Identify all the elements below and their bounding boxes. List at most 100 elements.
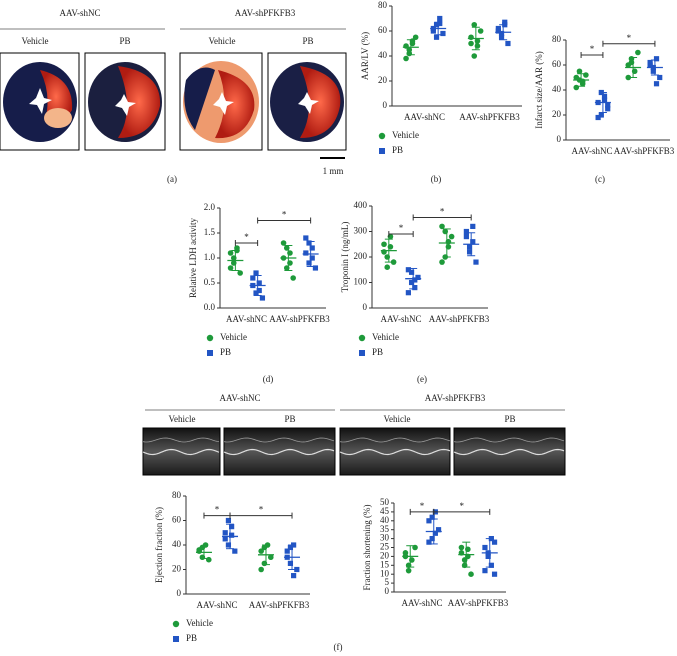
legend-marker [173, 636, 179, 642]
data-point [291, 573, 297, 579]
group-title: AAV-shNC [59, 8, 100, 18]
data-point [468, 40, 474, 47]
image-label: PB [284, 414, 295, 424]
data-point [458, 544, 465, 551]
y-tick-label: 0 [383, 100, 388, 110]
panel-f-images: AAV-shNC Vehicle PB AAV-shPFKFB3 Vehicle… [142, 393, 566, 476]
data-point [259, 295, 266, 301]
data-point [405, 567, 412, 574]
data-point [429, 536, 435, 542]
y-tick-label: 1.5 [204, 227, 216, 237]
y-axis-label: Ejection fraction (%) [154, 507, 164, 583]
echo-trace [453, 448, 565, 456]
data-point [303, 235, 309, 241]
data-point [650, 68, 656, 74]
data-point [258, 566, 264, 573]
data-point [653, 81, 660, 87]
data-point [601, 93, 608, 99]
y-tick-label: 20 [172, 564, 182, 574]
data-point [466, 249, 473, 255]
group-title: AAV-shPFKFB3 [425, 393, 486, 403]
data-point [227, 250, 234, 256]
data-point [405, 267, 411, 273]
data-point [647, 59, 653, 66]
data-point [381, 249, 387, 255]
significance-label: * [440, 207, 445, 217]
y-tick-label: 40 [378, 50, 388, 60]
data-point [381, 241, 387, 248]
data-point [502, 19, 508, 25]
significance-label: * [627, 33, 632, 43]
y-tick-label: 300 [354, 226, 368, 236]
data-point [468, 571, 474, 577]
panel-label: (e) [417, 374, 427, 384]
data-point [256, 280, 262, 286]
y-tick-label: 80 [172, 490, 182, 500]
data-point [306, 260, 312, 266]
y-tick-label: 30 [380, 533, 390, 543]
data-point [412, 34, 419, 41]
y-tick-label: 20 [380, 550, 390, 560]
data-point [598, 112, 604, 118]
data-point [635, 49, 641, 56]
photo-label: PB [119, 36, 130, 46]
data-point [225, 517, 232, 524]
data-point [412, 277, 418, 283]
data-point [309, 255, 315, 261]
data-point [437, 15, 443, 22]
data-point [408, 269, 415, 275]
legend-marker [207, 350, 213, 356]
data-point [463, 234, 469, 240]
x-tick-label: AAV-shNC [380, 314, 421, 324]
significance-label: * [215, 505, 220, 515]
data-point [470, 223, 476, 229]
legend-label: Vehicle [220, 332, 247, 342]
data-point [253, 270, 259, 276]
data-point [258, 548, 264, 554]
scale-label: 1 mm [323, 166, 344, 176]
y-tick-label: 80 [552, 34, 562, 44]
echo-image [142, 427, 221, 476]
data-point [498, 30, 505, 37]
data-point [205, 556, 212, 563]
data-point [429, 514, 435, 520]
significance-label: * [244, 232, 249, 242]
data-point [250, 275, 256, 281]
y-tick-label: 45 [380, 506, 390, 516]
data-point [583, 72, 589, 78]
y-tick-label: 20 [378, 75, 388, 85]
data-point [284, 548, 290, 554]
image-label: Vehicle [169, 414, 196, 424]
data-point [384, 264, 391, 271]
y-tick-label: 40 [172, 539, 182, 549]
legend-marker [378, 132, 386, 140]
significance-label: * [590, 44, 595, 54]
panel-label: (d) [263, 374, 274, 384]
legend-marker [359, 350, 365, 356]
y-tick-label: 5 [385, 577, 390, 587]
data-point [482, 544, 488, 551]
data-point [229, 524, 235, 530]
data-point [405, 290, 411, 296]
image-label: PB [504, 414, 515, 424]
data-point [222, 536, 228, 542]
y-tick-label: 0 [385, 586, 390, 596]
x-tick-label: AAV-shNC [226, 314, 267, 324]
legend-marker [379, 148, 385, 154]
echo-trace [453, 437, 565, 443]
y-tick-label: 10 [380, 568, 390, 578]
data-point [491, 571, 498, 577]
data-point [403, 55, 409, 62]
data-point [390, 259, 397, 265]
data-point [435, 527, 442, 533]
data-point [287, 544, 294, 551]
y-tick-label: 20 [552, 109, 562, 119]
data-point [463, 228, 469, 235]
data-point [294, 566, 300, 573]
data-point [625, 74, 632, 81]
photo-label: PB [302, 36, 313, 46]
y-axis-label: Infarct size/AAR (%) [534, 51, 544, 128]
y-axis-label: AAR/LV (%) [360, 32, 370, 80]
x-tick-label: AAV-shNC [196, 600, 237, 610]
